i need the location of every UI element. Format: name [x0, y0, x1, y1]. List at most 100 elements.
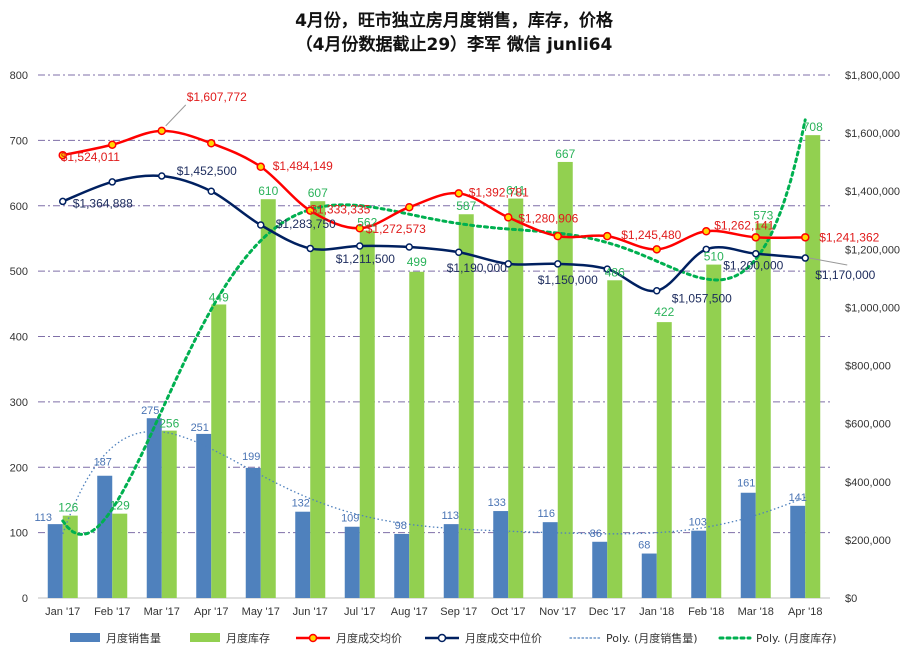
avg-price-label: $1,262,141	[714, 218, 774, 232]
sales-bar	[790, 505, 806, 598]
sales-bar	[542, 522, 558, 598]
legend-label: 月度成交中位价	[465, 631, 542, 645]
sales-data-label: 109	[341, 513, 359, 525]
right-tick-label: $600,000	[845, 419, 891, 431]
avg-price-marker	[157, 126, 166, 136]
sales-bar	[146, 418, 162, 598]
legend-swatch	[70, 633, 100, 642]
x-tick-label: Aug '17	[391, 606, 428, 618]
inventory-bar	[62, 515, 78, 598]
left-tick-label: 800	[10, 70, 28, 82]
inventory-bar	[508, 198, 524, 598]
avg-price-marker	[58, 150, 67, 160]
sales-bar	[592, 541, 608, 598]
right-tick-label: $1,600,000	[845, 128, 900, 140]
median-price-label: $1,364,888	[73, 196, 133, 210]
inventory-data-label: 610	[258, 184, 278, 198]
median-price-marker	[653, 286, 661, 295]
median-price-label: $1,200,000	[723, 258, 783, 272]
median-price-marker	[702, 245, 710, 254]
sales-bar	[691, 530, 707, 598]
sales-data-label: 113	[441, 510, 459, 522]
inventory-bar	[310, 201, 326, 598]
median-price-marker	[59, 197, 67, 206]
median-price-marker	[554, 260, 562, 268]
median-price-label: $1,211,500	[336, 252, 395, 266]
left-tick-label: 500	[10, 266, 28, 278]
avg-price-label: $1,524,011	[61, 150, 120, 164]
inventory-data-label: 256	[159, 417, 179, 431]
inventory-data-label: 486	[605, 265, 625, 279]
x-tick-label: Mar '17	[144, 606, 180, 618]
inventory-bar	[161, 430, 177, 598]
right-tick-label: $400,000	[845, 477, 891, 489]
inventory-data-label: 708	[803, 120, 823, 134]
x-tick-label: Apr '18	[788, 606, 823, 618]
median-price-marker	[158, 172, 166, 180]
sales-bar	[493, 511, 509, 598]
median-price-marker	[455, 248, 463, 256]
avg-price-marker	[207, 139, 216, 148]
sales-bar	[97, 475, 113, 598]
leader-line	[165, 104, 187, 127]
inventory-bar	[458, 214, 474, 598]
avg-price-marker	[355, 223, 364, 233]
x-tick-label: Jan '18	[639, 606, 674, 618]
legend-label: 月度库存	[226, 631, 270, 645]
right-tick-label: $1,400,000	[845, 186, 900, 198]
inventory-data-label: 587	[456, 199, 476, 213]
inventory-bar	[359, 230, 375, 598]
legend: 月度销售量 月度库存 月度成交均价 月度成交中位价 Poly. (月度销售量) Poly.…	[70, 631, 837, 645]
sales-data-label: 113	[34, 512, 52, 524]
legend-label: Poly. (月度销售量)	[606, 631, 698, 645]
right-tick-label: $1,800,000	[845, 70, 900, 82]
right-tick-label: $0	[845, 593, 857, 605]
inventory-bar	[211, 304, 227, 598]
left-tick-label: 100	[10, 528, 28, 540]
inventory-bar	[755, 223, 771, 598]
chart-title: 4月份，旺市独立房月度销售，库存，价格	[295, 10, 614, 31]
median-price-marker	[207, 187, 215, 195]
data-labels: 113 187 275 251 199 132 109 98 113 133 116 86 68 103 1…	[34, 90, 879, 552]
sales-data-label: 132	[292, 498, 310, 510]
median-price-label: $1,170,000	[815, 268, 875, 282]
median-price-label: $1,190,000	[447, 261, 507, 275]
avg-price-marker	[751, 233, 760, 242]
avg-price-marker	[801, 233, 810, 242]
median-price-marker	[108, 178, 116, 186]
inventory-bar	[607, 280, 623, 598]
right-axis-ticks: $0 $200,000 $400,000 $600,000 $800,000 $1,000…	[845, 70, 900, 605]
avg-price-marker	[652, 245, 661, 254]
x-axis-ticks: Jan '17 Feb '17 Mar '17 Apr '17 May '17 Jun '…	[45, 606, 822, 618]
inventory-bar	[706, 264, 722, 598]
sales-bar	[196, 433, 212, 598]
x-tick-label: Jan '17	[45, 606, 80, 618]
median-price-marker	[306, 244, 314, 253]
inventory-data-label: 449	[209, 290, 229, 304]
inventory-bar	[656, 322, 672, 598]
x-tick-label: Feb '18	[688, 606, 724, 618]
inventory-data-label: 126	[58, 501, 78, 515]
leader-line	[809, 257, 848, 266]
avg-price-marker	[553, 231, 562, 241]
legend-label: 月度销售量	[106, 631, 161, 645]
inventory-data-label: 607	[308, 186, 328, 200]
inventory-data-label: 499	[407, 255, 427, 269]
avg-price-marker	[603, 231, 612, 241]
avg-price-line	[62, 129, 806, 251]
median-price-marker	[405, 243, 413, 251]
inventory-data-label: 129	[110, 499, 130, 513]
x-tick-label: Mar '18	[738, 606, 774, 618]
left-tick-label: 300	[10, 397, 28, 409]
median-price-marker	[257, 221, 265, 229]
sales-bar	[740, 492, 756, 598]
legend-label: Poly. (月度库存)	[756, 631, 837, 645]
avg-price-label: $1,484,149	[273, 159, 333, 173]
inventory-bar	[557, 161, 573, 599]
inventory-data-label: 510	[704, 250, 724, 264]
x-tick-label: Jul '17	[344, 606, 375, 618]
sales-data-label: 98	[395, 520, 407, 532]
sales-data-label: 251	[191, 422, 209, 434]
